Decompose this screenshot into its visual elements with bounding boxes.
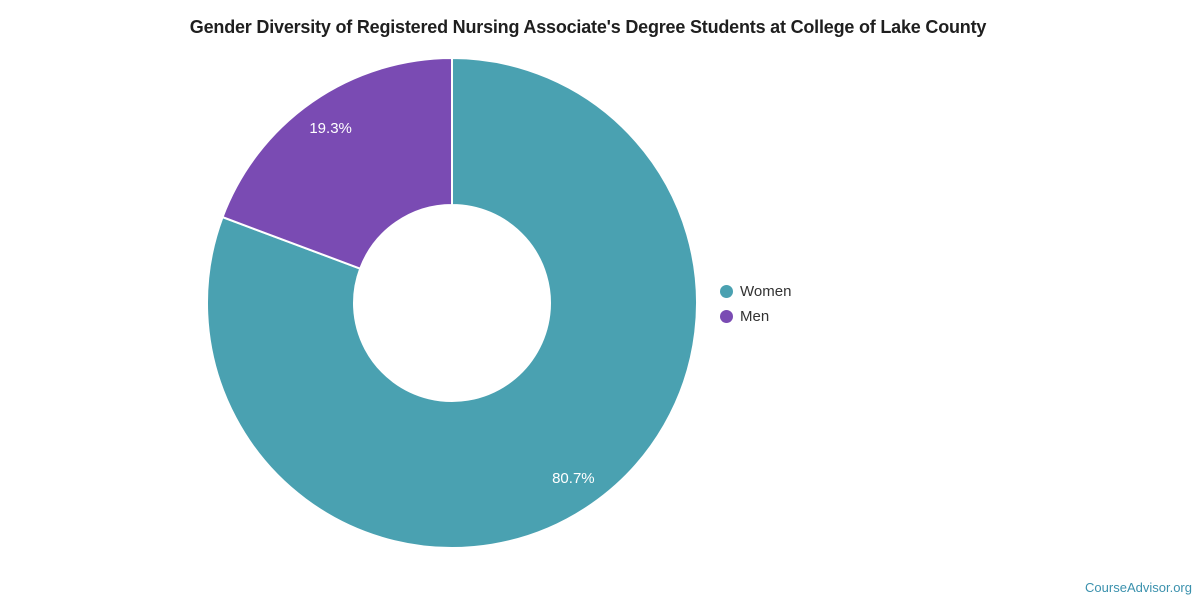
legend-label-men: Men	[740, 308, 770, 325]
pie-slice-women	[206, 56, 698, 549]
legend-swatch-men-icon	[720, 310, 733, 323]
legend-label-women: Women	[740, 283, 792, 300]
slice-value-label-women: 80.7%	[552, 470, 595, 487]
legend-item-women[interactable]: Women	[720, 279, 791, 304]
slice-value-label-men: 19.3%	[309, 120, 352, 137]
chart-title: Gender Diversity of Registered Nursing A…	[189, 17, 987, 37]
source-attribution-link[interactable]: CourseAdvisor.org	[1085, 580, 1192, 595]
legend: Women Men	[720, 279, 791, 329]
legend-item-men[interactable]: Men	[720, 304, 791, 329]
legend-swatch-women-icon	[720, 285, 733, 298]
pie-slice-men	[221, 56, 453, 270]
